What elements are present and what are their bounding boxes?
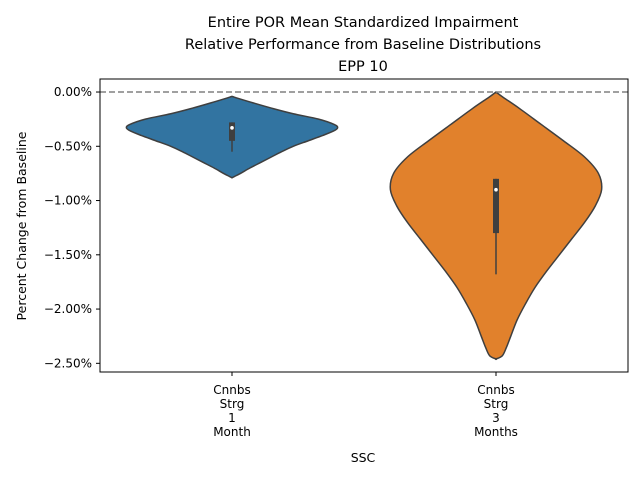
- x-tick-label-1: Cnnbs Strg 1 Month: [213, 383, 251, 439]
- x-tick-label-line: Cnnbs: [477, 383, 514, 397]
- x-tick-label-line: 3: [492, 411, 500, 425]
- x-tick-label-line: Month: [213, 425, 251, 439]
- y-axis-label: Percent Change from Baseline: [14, 131, 29, 320]
- violin-median-1: [230, 126, 234, 130]
- x-tick-label-line: 1: [228, 411, 236, 425]
- x-tick-label-line: Strg: [484, 397, 509, 411]
- y-tick-label-6: −2.50%: [44, 356, 92, 370]
- chart-title-line-1: Entire POR Mean Standardized Impairment: [208, 15, 519, 31]
- y-tick-label-4: −1.50%: [44, 248, 92, 262]
- y-tick-label-3: −1.00%: [44, 194, 92, 208]
- y-tick-label-5: −2.00%: [44, 302, 92, 316]
- violin-iqr-box-2: [493, 178, 499, 234]
- x-tick-label-2: Cnnbs Strg 3 Months: [474, 383, 518, 439]
- violins-layer: [125, 91, 603, 361]
- chart-title-line-2: Relative Performance from Baseline Distr…: [185, 37, 541, 53]
- x-tick-label-line: Months: [474, 425, 518, 439]
- x-axis-label: SSC: [351, 450, 376, 465]
- y-tick-label-2: −0.50%: [44, 139, 92, 153]
- violin-iqr-box-1: [229, 122, 235, 141]
- chart-title-line-3: EPP 10: [338, 59, 388, 75]
- y-tick-label-1: 0.00%: [54, 85, 92, 99]
- x-tick-label-line: Strg: [220, 397, 245, 411]
- x-tick-label-line: Cnnbs: [213, 383, 250, 397]
- violin-median-2: [494, 187, 498, 192]
- plot-frame: [99, 78, 629, 373]
- y-axis: 0.00% −0.50% −1.00% −1.50% −2.00% −2.50%: [44, 85, 100, 370]
